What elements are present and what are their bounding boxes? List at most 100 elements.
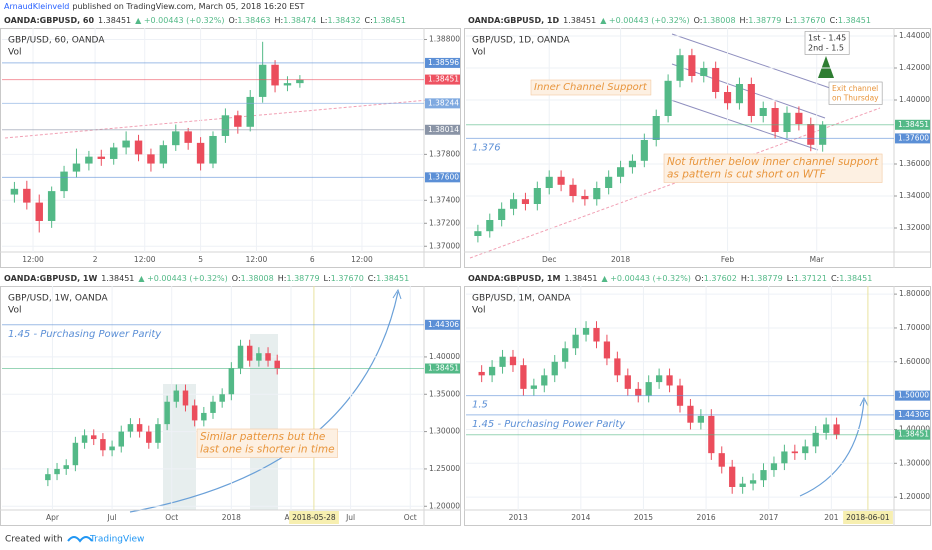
candle-body [521,199,530,204]
header-item: 1.38432 [327,16,360,25]
publish-info: published on TradingView.com, March 05, … [72,2,304,11]
x-tick-label: 2017 [759,513,778,522]
candle-body [122,140,130,148]
candle-body [718,453,725,467]
candle-body [488,366,496,376]
candle-body [545,176,553,188]
y-tick-label: 1.30000 [899,458,930,467]
candle-body [628,160,637,168]
candle-body [551,361,558,376]
header-item: 1.38451 [563,16,596,25]
annotation-box [289,511,339,524]
header-item: OANDA:GBPUSD, 1D [468,16,559,25]
level-box [425,57,460,68]
x-tick-label: Jul [345,513,355,522]
candle-body [221,115,230,136]
header-item: 1.37670 [331,274,364,283]
candle-body [498,208,506,220]
header-item: 1.37670 [793,16,826,25]
x-tick-label: 12:00 [134,255,156,264]
level-label: 1.38014 [428,125,459,134]
level-note: 1.45 - Purchasing Power Parity [472,419,626,430]
candle-body [184,131,192,143]
candle-body [652,116,660,140]
candle-body [10,188,19,195]
level-label: 1.37600 [898,133,929,142]
x-tick-label: 2 [93,255,98,264]
candle-body [759,108,767,116]
header-item: H: [274,16,283,25]
candle-body [100,439,106,451]
header-item: ▲ +0.00443 (+0.32%) [600,16,689,25]
author[interactable]: ArnaudKleinveld [4,2,69,11]
candle-body [783,112,791,132]
x-tick-label: Mar [810,255,825,264]
candle-body [72,442,79,466]
header-item: 1.37121 [794,274,827,283]
y-tick-label: 1.80000 [899,289,930,298]
header-item: 1.38451 [839,274,872,283]
footer-brand[interactable]: TradingView [89,535,144,545]
time-marker-label: 2018-05-28 [292,513,336,522]
panel-frame [0,286,461,526]
trend-line [469,107,881,259]
candle-body [645,382,652,396]
candle-body [35,202,43,221]
header-item: ▲ +0.00443 (+0.32%) [135,16,224,25]
header-item: C: [831,274,839,283]
candle-body [520,365,527,389]
candle-body [688,55,696,76]
candle-body [582,327,590,335]
x-tick-label: Jul [107,513,117,522]
header-item: OANDA:GBPUSD, 1M [468,274,560,283]
channel-line [671,33,831,89]
logo-icon [67,536,93,543]
level-label: 1.38451 [898,120,929,129]
candle-body [655,375,663,383]
candle-body [201,412,207,421]
header-item: 1.38779 [750,274,783,283]
annotation-box [843,511,893,524]
arrow-head [392,288,402,300]
candle-body [210,401,216,413]
candle-body [739,483,746,487]
header-item: 1.38779 [748,16,781,25]
level-box [425,74,460,85]
candle-body [228,368,235,395]
y-tick-label: 1.32000 [899,223,930,232]
candle-body [60,171,68,192]
y-tick-label: 1.20000 [899,492,930,501]
level-box [425,124,460,135]
candle-body [109,147,118,159]
candle-body [572,334,579,349]
annotation-box [828,81,883,105]
level-box [425,98,460,109]
header-item: 1.38474 [283,16,316,25]
candle-body [676,55,684,81]
candle-body [509,199,518,209]
candle-body [723,92,732,104]
annotation-box [196,428,338,458]
level-box [895,133,930,144]
level-label: 1.44306 [428,320,459,329]
y-tick-label: 1.37800 [429,149,460,158]
header-item: H: [741,274,750,283]
candle-body [747,84,755,116]
panel-frame [464,28,931,268]
annotation-text: last one is shorter in time [200,444,335,456]
panel-header: OANDA:GBPUSD, 60 1.38451 ▲ +0.00443 (+0.32… [4,16,406,25]
candle-body [760,470,767,481]
candle-body [97,156,106,159]
candle-body [72,163,81,172]
candle-body [47,191,56,221]
x-tick-label: Oct [165,513,178,522]
x-tick-label: 2018 [222,513,241,522]
chart-legend: GBP/USD, 1M, OANDA [472,294,571,304]
candle-body [474,231,482,236]
header-item: L: [320,16,327,25]
time-marker-label: 2018-06-01 [846,513,890,522]
y-tick-label: 1.38800 [429,34,460,43]
candle-body [812,432,819,447]
